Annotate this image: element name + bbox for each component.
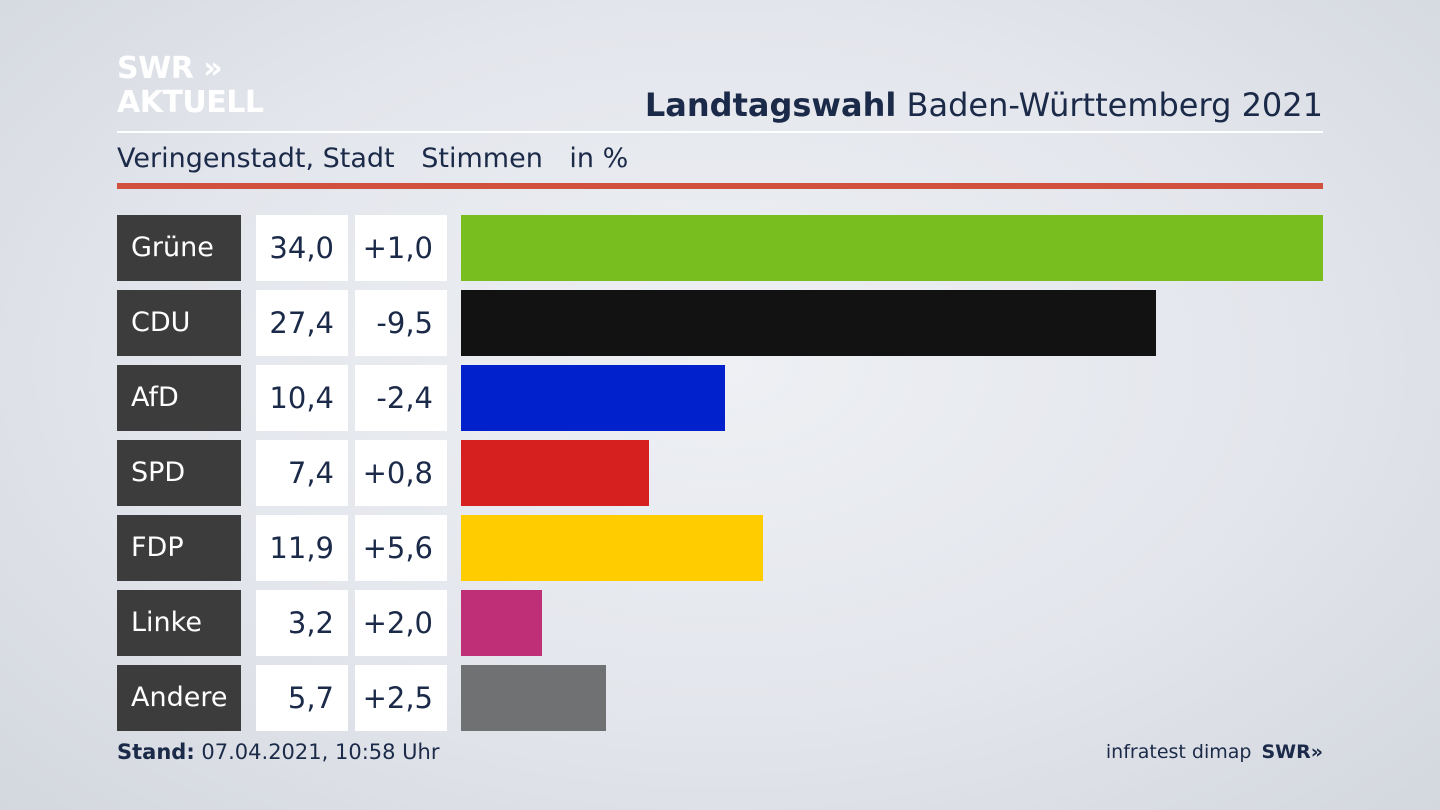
subtitle: Veringenstadt, Stadt Stimmen in % — [117, 143, 646, 174]
vote-share-bar — [461, 290, 1156, 356]
result-row: SPD 7,4 +0,8 — [117, 440, 1323, 506]
swr-footer-logo: SWR» — [1261, 741, 1323, 763]
vote-share-label: 3,2 — [256, 590, 348, 656]
vote-share-bar — [461, 515, 763, 581]
title-rest: Baden-Württemberg 2021 — [896, 86, 1324, 124]
party-label: CDU — [117, 290, 241, 356]
vote-share-bar — [461, 365, 725, 431]
swr-aktuell-logo: SWR » AKTUELL — [117, 52, 264, 120]
stand-value: 07.04.2021, 10:58 Uhr — [194, 740, 440, 764]
change-label: +5,6 — [355, 515, 447, 581]
party-label: AfD — [117, 365, 241, 431]
result-row: CDU 27,4 -9,5 — [117, 290, 1323, 356]
result-row: Andere 5,7 +2,5 — [117, 665, 1323, 731]
vote-share-label: 11,9 — [256, 515, 348, 581]
unit-label: in % — [569, 143, 629, 174]
vote-share-bar — [461, 590, 542, 656]
vote-share-bar — [461, 215, 1323, 281]
change-label: +2,5 — [355, 665, 447, 731]
results-chart: Grüne 34,0 +1,0 CDU 27,4 -9,5 AfD 10,4 -2,4 SPD 7,… — [117, 215, 1323, 740]
stand-label: Stand: — [117, 740, 195, 764]
change-label: +2,0 — [355, 590, 447, 656]
change-label: -9,5 — [355, 290, 447, 356]
change-label: +1,0 — [355, 215, 447, 281]
source-credit: infratest dimap SWR» — [1106, 741, 1323, 763]
title-bold: Landtagswahl — [644, 86, 897, 124]
change-label: +0,8 — [355, 440, 447, 506]
source-label: infratest dimap — [1105, 741, 1252, 763]
party-label: SPD — [117, 440, 241, 506]
result-row: AfD 10,4 -2,4 — [117, 365, 1323, 431]
accent-divider — [117, 183, 1323, 189]
measure-label: Stimmen — [421, 143, 543, 174]
party-label: Andere — [117, 665, 241, 731]
result-row: Grüne 34,0 +1,0 — [117, 215, 1323, 281]
party-label: Grüne — [117, 215, 241, 281]
vote-share-label: 7,4 — [256, 440, 348, 506]
logo-line2: AKTUELL — [117, 85, 264, 120]
vote-share-label: 34,0 — [256, 215, 348, 281]
vote-share-bar — [461, 665, 606, 731]
chart-title: Landtagswahl Baden-Württemberg 2021 — [645, 86, 1323, 124]
header-divider — [117, 131, 1323, 133]
vote-share-label: 5,7 — [256, 665, 348, 731]
vote-share-label: 27,4 — [256, 290, 348, 356]
result-row: Linke 3,2 +2,0 — [117, 590, 1323, 656]
timestamp: Stand: 07.04.2021, 10:58 Uhr — [117, 740, 440, 764]
vote-share-label: 10,4 — [256, 365, 348, 431]
logo-line1: SWR » — [117, 51, 223, 86]
result-row: FDP 11,9 +5,6 — [117, 515, 1323, 581]
location-label: Veringenstadt, Stadt — [117, 143, 395, 174]
change-label: -2,4 — [355, 365, 447, 431]
party-label: FDP — [117, 515, 241, 581]
vote-share-bar — [461, 440, 649, 506]
party-label: Linke — [117, 590, 241, 656]
